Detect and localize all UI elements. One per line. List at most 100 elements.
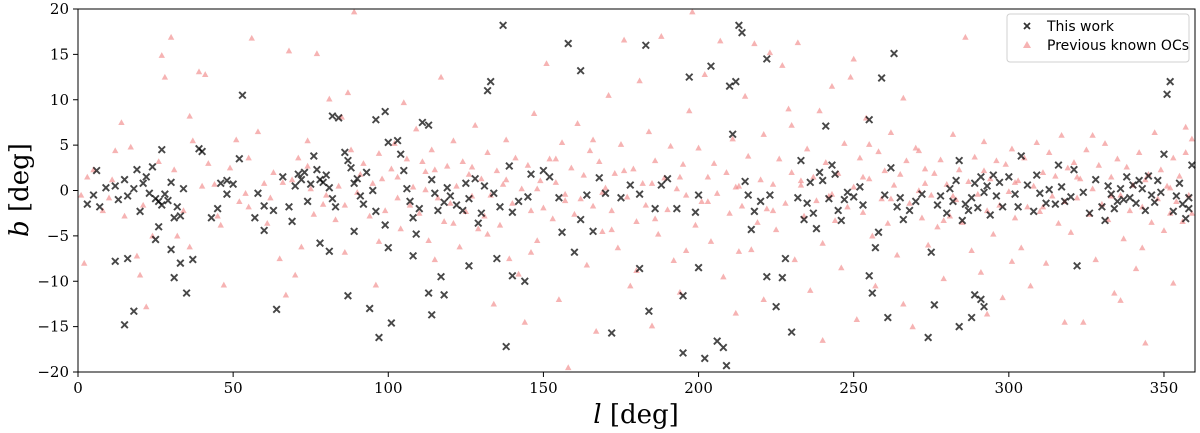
this-work-point bbox=[222, 190, 231, 199]
previous-oc-point bbox=[143, 303, 150, 310]
previous-oc-point bbox=[189, 137, 197, 144]
previous-oc-point bbox=[810, 173, 817, 180]
previous-oc-point bbox=[136, 271, 144, 278]
this-work-point bbox=[132, 165, 141, 174]
previous-oc-point bbox=[748, 246, 755, 253]
legend-x-marker-icon bbox=[1023, 22, 1031, 30]
this-work-point bbox=[1057, 182, 1066, 191]
previous-oc-point bbox=[949, 192, 957, 199]
this-work-point bbox=[976, 295, 985, 304]
this-work-point bbox=[992, 191, 1001, 200]
this-work-point bbox=[508, 208, 517, 217]
previous-oc-point bbox=[980, 138, 988, 145]
this-work-point bbox=[446, 191, 455, 200]
this-work-point bbox=[806, 178, 815, 187]
previous-oc-point bbox=[1095, 161, 1103, 168]
this-work-point bbox=[356, 191, 365, 200]
this-work-point bbox=[123, 254, 132, 263]
this-work-point bbox=[880, 191, 889, 200]
previous-oc-point bbox=[260, 180, 268, 186]
this-work-point bbox=[874, 228, 883, 237]
previous-oc-point bbox=[245, 203, 252, 210]
this-work-point bbox=[250, 213, 259, 222]
this-work-point bbox=[523, 192, 532, 201]
previous-oc-point bbox=[431, 256, 439, 263]
this-work-point bbox=[362, 168, 371, 177]
previous-oc-point bbox=[1045, 149, 1053, 155]
this-work-point bbox=[787, 328, 796, 337]
previous-oc-point bbox=[1002, 160, 1009, 167]
previous-oc-point bbox=[431, 166, 439, 173]
previous-oc-point bbox=[983, 310, 991, 317]
previous-oc-point bbox=[1042, 259, 1050, 266]
this-work-point bbox=[877, 73, 886, 82]
this-work-point bbox=[170, 273, 179, 282]
previous-oc-point bbox=[440, 218, 448, 224]
previous-oc-point bbox=[323, 191, 330, 198]
previous-oc-point bbox=[1139, 244, 1146, 251]
this-work-point bbox=[865, 271, 874, 280]
this-work-point bbox=[1066, 192, 1075, 201]
this-work-point bbox=[260, 226, 269, 235]
previous-oc-point bbox=[813, 197, 820, 204]
previous-oc-point bbox=[881, 167, 888, 174]
legend-triangle-marker-icon bbox=[1023, 41, 1031, 48]
previous-oc-point bbox=[897, 170, 904, 177]
this-work-point bbox=[1073, 261, 1082, 270]
previous-oc-point bbox=[1135, 149, 1143, 155]
this-work-point bbox=[762, 54, 771, 63]
this-work-point bbox=[278, 172, 287, 181]
previous-oc-point bbox=[304, 137, 311, 144]
this-work-point bbox=[601, 189, 610, 198]
previous-oc-point bbox=[304, 162, 311, 169]
this-work-point bbox=[772, 302, 781, 311]
y-tick-label: 20 bbox=[50, 0, 69, 18]
this-work-point bbox=[964, 206, 973, 215]
previous-oc-point bbox=[695, 144, 702, 151]
previous-oc-point bbox=[202, 71, 209, 77]
previous-oc-point bbox=[745, 152, 752, 159]
this-work-point bbox=[440, 290, 449, 299]
previous-oc-point bbox=[484, 149, 491, 155]
this-work-point bbox=[1014, 202, 1023, 211]
previous-oc-point bbox=[558, 139, 566, 146]
this-work-point bbox=[734, 21, 743, 30]
previous-oc-point bbox=[710, 160, 718, 166]
this-work-point bbox=[778, 273, 787, 282]
this-work-point bbox=[558, 228, 567, 237]
this-work-point bbox=[961, 200, 970, 209]
this-work-point bbox=[986, 211, 995, 219]
previous-oc-point bbox=[1061, 318, 1068, 325]
previous-oc-point bbox=[912, 144, 919, 151]
this-work-point bbox=[312, 165, 321, 174]
previous-oc-point bbox=[580, 171, 587, 178]
this-work-point bbox=[831, 170, 840, 179]
this-work-point bbox=[924, 333, 933, 342]
this-work-point bbox=[260, 201, 269, 210]
this-work-point bbox=[229, 180, 238, 189]
this-work-point bbox=[694, 263, 703, 272]
previous-oc-point bbox=[887, 129, 895, 136]
previous-oc-point bbox=[422, 186, 429, 193]
this-work-point bbox=[347, 163, 356, 172]
this-work-point bbox=[883, 313, 892, 322]
this-work-point bbox=[762, 272, 771, 281]
previous-oc-point bbox=[211, 180, 218, 187]
previous-oc-point bbox=[552, 179, 560, 185]
previous-oc-point bbox=[518, 185, 525, 192]
this-work-point bbox=[458, 206, 467, 215]
previous-oc-point bbox=[648, 322, 656, 329]
this-work-point bbox=[933, 201, 942, 209]
this-work-point bbox=[1110, 204, 1119, 213]
this-work-point bbox=[1054, 161, 1063, 170]
previous-oc-point bbox=[1055, 219, 1062, 226]
previous-oc-point bbox=[838, 264, 845, 271]
previous-oc-point bbox=[298, 243, 305, 250]
previous-oc-point bbox=[84, 173, 91, 180]
previous-oc-point bbox=[887, 195, 895, 202]
previous-oc-point bbox=[586, 147, 594, 154]
previous-oc-point bbox=[614, 244, 622, 251]
previous-oc-point bbox=[754, 219, 761, 225]
previous-oc-point bbox=[1073, 173, 1081, 180]
